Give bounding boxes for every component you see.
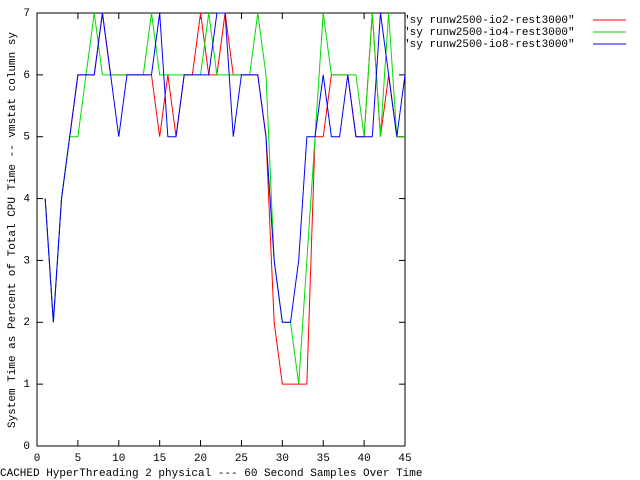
- x-tick-label: 10: [112, 453, 125, 465]
- x-tick-label: 5: [75, 453, 82, 465]
- y-tick-label: 2: [23, 317, 30, 329]
- series-line: [44, 12, 405, 385]
- y-tick-label: 1: [23, 379, 30, 391]
- y-tick-label: 4: [23, 193, 30, 205]
- legend-label: "sy runw2500-io8-rest3000": [403, 39, 575, 51]
- y-tick-label: 3: [23, 255, 30, 267]
- x-tick-label: 0: [34, 453, 41, 465]
- x-axis-label: CACHED HyperThreading 2 physical --- 60 …: [0, 468, 422, 480]
- legend-label: "sy runw2500-io2-rest3000": [403, 15, 575, 27]
- x-tick-label: 30: [276, 453, 289, 465]
- legend-label: "sy runw2500-io4-rest3000": [403, 27, 575, 39]
- y-tick-label: 0: [23, 441, 30, 453]
- x-tick-label: 40: [358, 453, 371, 465]
- y-tick-label: 5: [23, 132, 30, 144]
- series-line: [44, 12, 406, 323]
- x-tick-label: 25: [235, 453, 248, 465]
- y-axis-label: System Time as Percent of Total CPU Time…: [7, 32, 19, 428]
- x-tick-label: 35: [317, 453, 330, 465]
- y-tick-label: 6: [23, 70, 30, 82]
- series-line: [44, 12, 405, 385]
- x-tick-label: 15: [153, 453, 166, 465]
- y-tick-label: 7: [23, 8, 30, 20]
- plot-frame: [36, 12, 406, 447]
- x-tick-label: 20: [194, 453, 207, 465]
- x-tick-label: 45: [398, 453, 411, 465]
